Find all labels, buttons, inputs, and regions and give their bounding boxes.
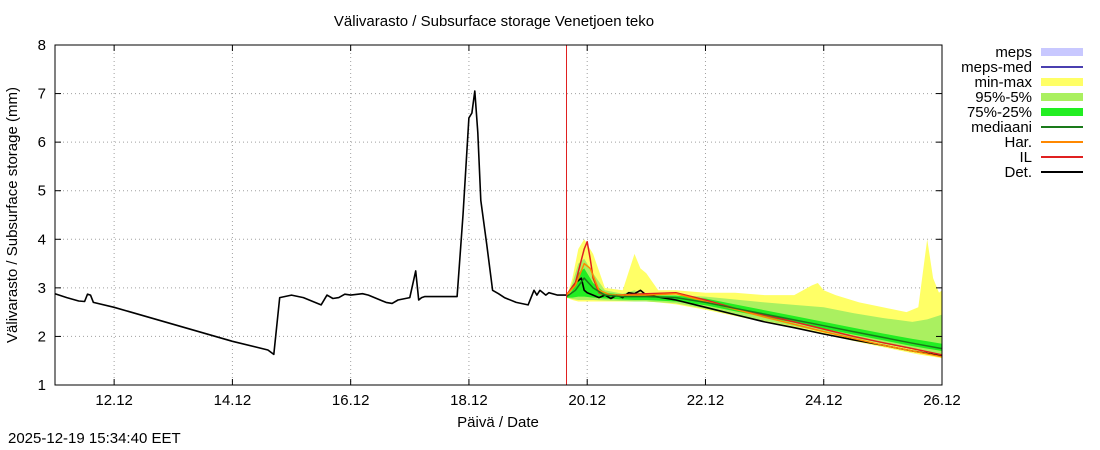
x-tick-label: 12.12 <box>95 392 133 409</box>
x-tick-label: 22.12 <box>687 392 725 409</box>
legend-label: 75%-25% <box>967 104 1032 121</box>
line-mediaani <box>566 277 943 350</box>
x-axis-ticks: 12.12 14.12 16.12 18.12 20.12 22.12 24.12 26.12 <box>95 45 961 409</box>
y-axis-ticks: 1 2 3 4 5 6 7 8 <box>38 37 942 394</box>
plot-area <box>55 45 942 385</box>
plot-background <box>55 45 942 385</box>
legend-label: IL <box>1019 149 1032 166</box>
line-har <box>565 262 943 358</box>
legend-label: 95%-5% <box>975 89 1032 106</box>
x-tick-label: 24.12 <box>805 392 843 409</box>
x-tick-label: 20.12 <box>568 392 606 409</box>
legend-swatch-band <box>1041 78 1083 86</box>
x-tick-label: 26.12 <box>923 392 961 409</box>
legend-label: Det. <box>1004 164 1032 181</box>
legend: mepsmeps-medmin-max95%-5%75%-25%mediaani… <box>961 44 1083 181</box>
y-tick-label: 4 <box>38 231 46 248</box>
y-tick-label: 7 <box>38 86 46 103</box>
line-il <box>565 240 943 356</box>
footer-timestamp: 2025-12-19 15:34:40 EET <box>8 430 181 447</box>
legend-swatch-band <box>1041 93 1083 101</box>
y-tick-label: 8 <box>38 37 46 54</box>
grid-lines <box>55 45 942 385</box>
y-tick-label: 1 <box>38 377 46 394</box>
plot-border <box>54 44 943 386</box>
legend-label: Har. <box>1004 134 1032 151</box>
plot-frame <box>54 44 943 386</box>
x-tick-label: 16.12 <box>332 392 370 409</box>
legend-swatch-band <box>1041 108 1083 116</box>
x-tick-label: 14.12 <box>214 392 252 409</box>
legend-label: mediaani <box>971 119 1032 136</box>
x-tick-label: 18.12 <box>450 392 488 409</box>
legend-label: min-max <box>974 74 1032 91</box>
line-det <box>54 90 943 357</box>
y-tick-label: 5 <box>38 183 46 200</box>
y-tick-label: 6 <box>38 134 46 151</box>
y-tick-label: 3 <box>38 280 46 297</box>
legend-label: meps <box>995 44 1032 61</box>
legend-swatch-band <box>1041 48 1083 56</box>
y-tick-label: 2 <box>38 328 46 345</box>
chart-title: Välivarasto / Subsurface storage Venetjo… <box>334 13 654 30</box>
y-axis-label: Välivarasto / Subsurface storage (mm) <box>4 87 21 343</box>
line-series <box>54 90 943 358</box>
legend-label: meps-med <box>961 59 1032 76</box>
x-axis-label: Päivä / Date <box>457 414 539 431</box>
